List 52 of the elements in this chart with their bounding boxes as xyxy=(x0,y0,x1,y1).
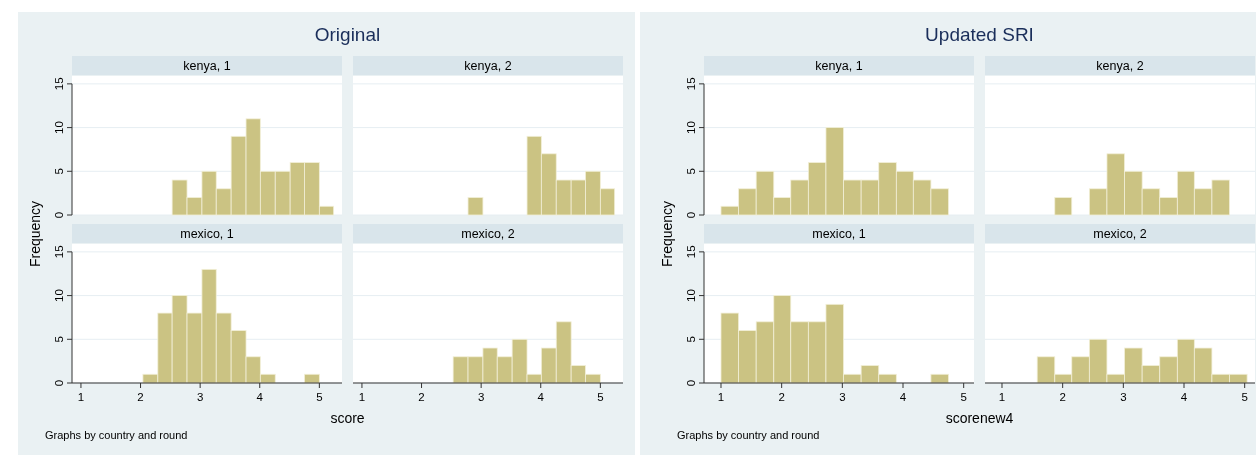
x-tick-label: 4 xyxy=(1180,391,1188,403)
x-tick-label: 2 xyxy=(137,391,144,403)
chart-title: kenya, 1 xyxy=(815,59,863,73)
chart-title: kenya, 2 xyxy=(1096,59,1144,73)
x-tick-label: 1 xyxy=(77,391,85,403)
y-tick-label: 15 xyxy=(53,245,65,259)
y-tick-label: 10 xyxy=(53,121,65,134)
chart-title: mexico, 2 xyxy=(461,227,515,241)
y-tick-label: 15 xyxy=(685,245,697,259)
y-tick-label: 5 xyxy=(685,336,697,343)
y-tick-label: 5 xyxy=(685,168,697,175)
x-axis-title: scorenew4 xyxy=(945,410,1014,426)
x-tick-label: 1 xyxy=(998,391,1006,403)
x-tick-label: 3 xyxy=(1120,391,1127,403)
x-tick-label: 4 xyxy=(899,391,907,403)
x-axis-title: score xyxy=(330,410,365,426)
y-axis-title: Frequency xyxy=(659,200,675,268)
chart-title: mexico, 1 xyxy=(812,227,866,241)
x-tick-label: 3 xyxy=(839,391,846,403)
y-axis-title: Frequency xyxy=(27,200,43,268)
chart-subtitle: Original xyxy=(314,24,381,45)
chart-title: kenya, 2 xyxy=(464,59,512,73)
y-tick-label: 5 xyxy=(53,336,65,343)
y-tick-label: 5 xyxy=(53,168,65,175)
x-tick-label: 4 xyxy=(537,391,545,403)
x-tick-label: 5 xyxy=(1241,391,1248,403)
x-tick-label: 5 xyxy=(316,391,323,403)
y-tick-label: 15 xyxy=(685,77,697,91)
x-tick-label: 5 xyxy=(960,391,967,403)
y-tick-label: 15 xyxy=(53,77,65,91)
x-tick-label: 5 xyxy=(597,391,604,403)
x-tick-label: 3 xyxy=(477,391,485,403)
text: Graphs by country and round xyxy=(677,429,820,441)
y-tick-label: 10 xyxy=(685,121,697,134)
chart-title: mexico, 1 xyxy=(180,227,234,241)
x-tick-label: 3 xyxy=(196,391,204,403)
text: Graphs by country and round xyxy=(45,429,188,441)
y-tick-label: 0 xyxy=(685,379,697,387)
y-tick-label: 10 xyxy=(685,289,697,302)
chart-title: kenya, 1 xyxy=(183,59,231,73)
x-tick-label: 2 xyxy=(778,391,785,403)
y-tick-label: 10 xyxy=(53,289,65,302)
x-tick-label: 2 xyxy=(418,391,425,403)
x-tick-label: 1 xyxy=(717,391,725,403)
y-tick-label: 0 xyxy=(53,379,65,387)
x-tick-label: 2 xyxy=(1059,391,1066,403)
x-tick-label: 4 xyxy=(256,391,264,403)
y-tick-label: 0 xyxy=(685,211,697,219)
chart-title: mexico, 2 xyxy=(1093,227,1147,241)
y-tick-label: 0 xyxy=(53,211,65,219)
chart-subtitle: Updated SRI xyxy=(925,24,1034,45)
x-tick-label: 1 xyxy=(358,391,366,403)
